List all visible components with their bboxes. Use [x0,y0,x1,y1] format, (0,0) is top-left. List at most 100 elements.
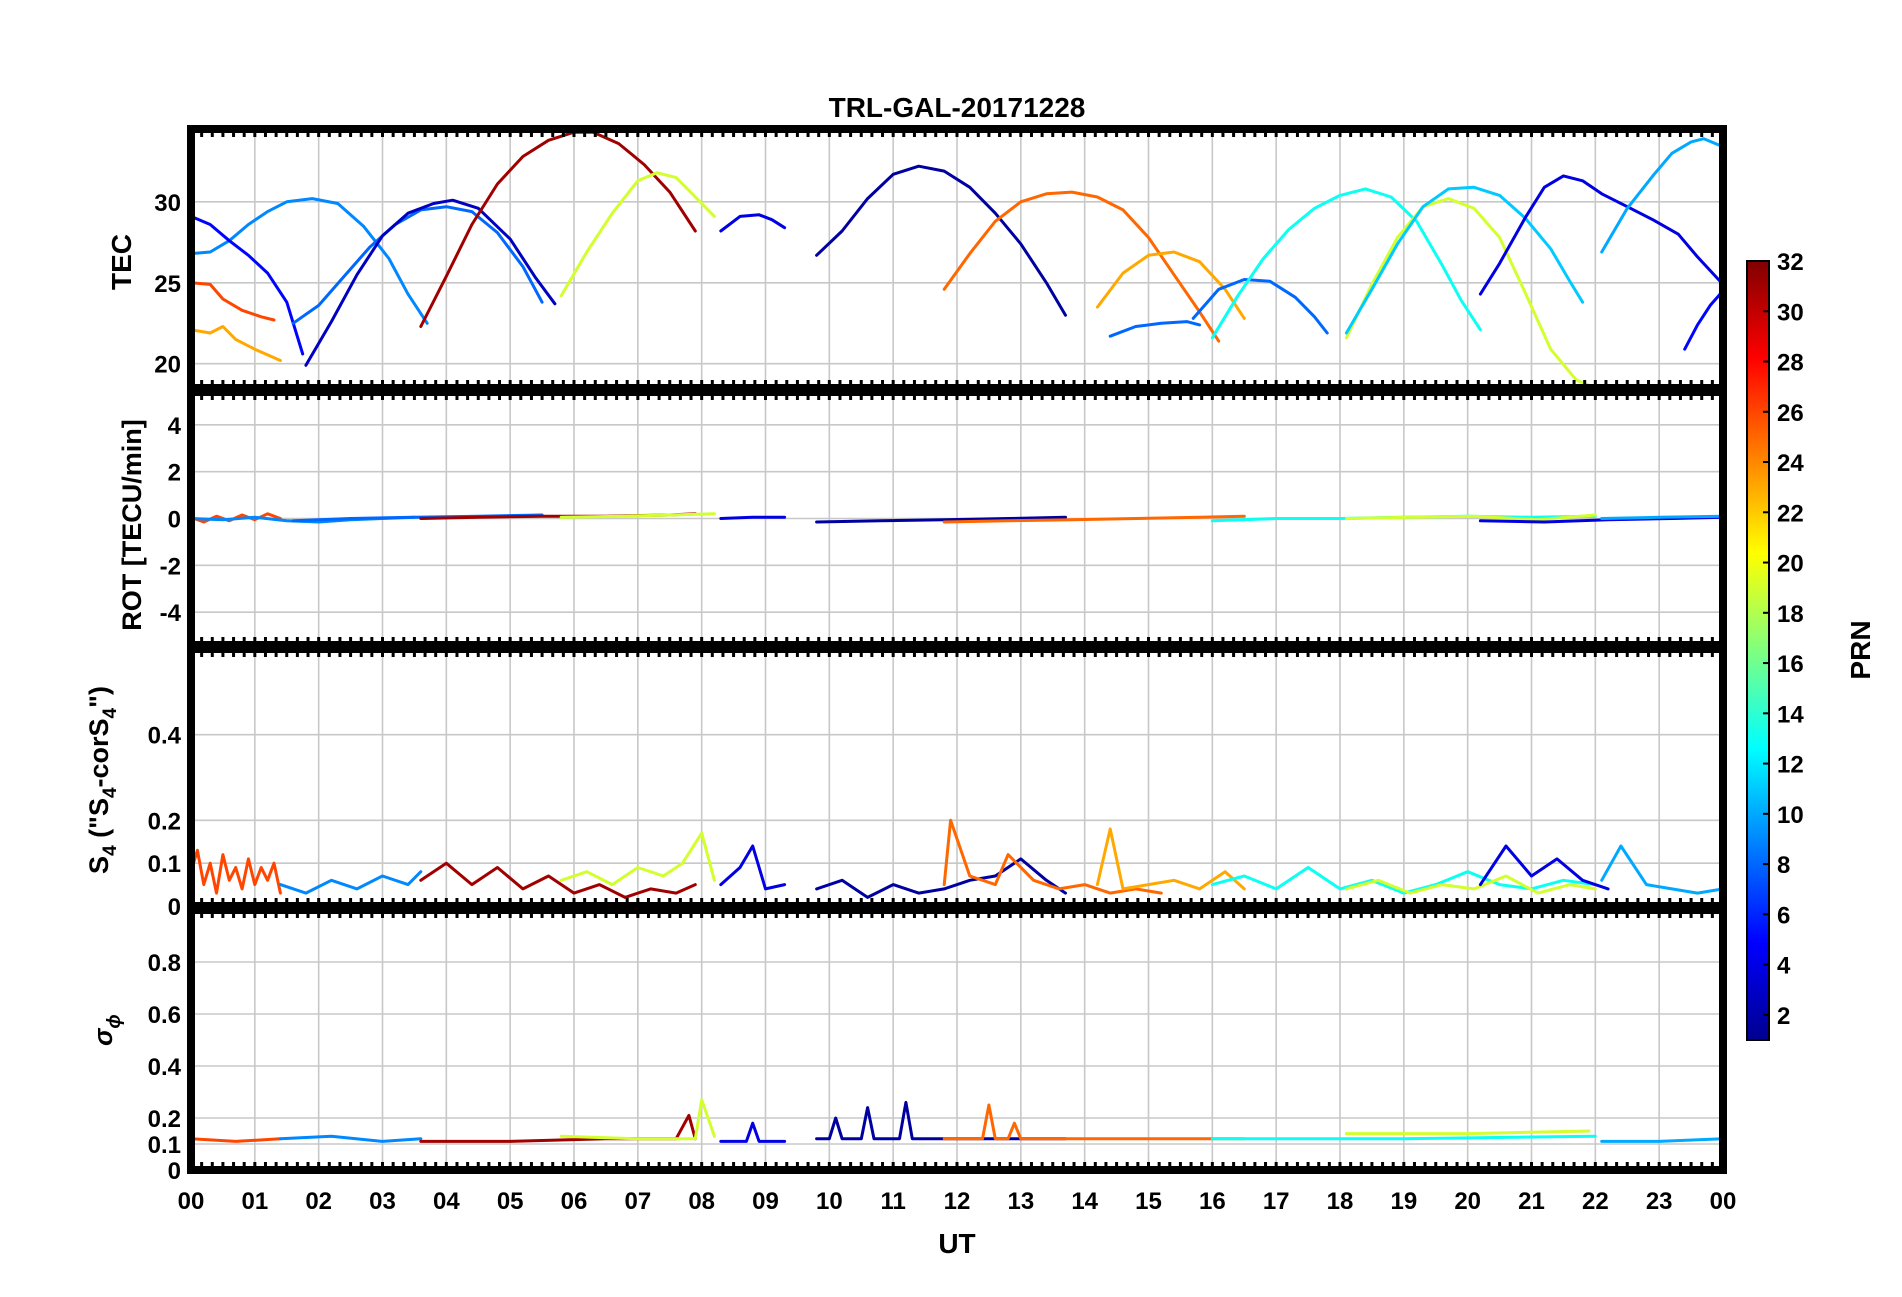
x-tick-label: 07 [624,1188,651,1215]
series-line-prn-10 [1602,1139,1723,1142]
tick-layer: 202530420-2-40.40.20.100.80.60.40.20.100… [148,129,1737,1215]
y-tick-label: 0.4 [148,1054,182,1081]
colorbar-tick-label: 14 [1777,701,1804,728]
series-line-prn-26 [191,850,280,893]
series-line-prn-9 [280,872,420,893]
x-tick-label: 03 [369,1188,396,1215]
y-tick-label: 30 [154,190,181,217]
y-tick-label: 0.1 [148,851,181,878]
y-tick-label: 0 [168,1158,181,1185]
series-line-prn-11 [1346,187,1582,333]
series-line-prn-25 [944,820,1161,893]
series-line-prn-25 [944,192,1218,341]
colorbar-tick-label: 24 [1777,450,1804,477]
colorbar-tick-label: 20 [1777,551,1804,578]
series-line-prn-31 [421,863,696,897]
y-tick-label: 0.1 [148,1132,181,1159]
x-tick-label: 18 [1327,1188,1354,1215]
series-line-prn-2 [817,166,1066,315]
y-tick-label: 4 [168,413,182,440]
s4-axis-label: S4 ("S4-corS4") [84,686,121,874]
x-tick-label: 06 [561,1188,588,1215]
series-line-prn-26 [191,1139,280,1142]
x-tick-label: 17 [1263,1188,1290,1215]
x-tick-label: 01 [241,1188,268,1215]
x-tick-label: 12 [944,1188,971,1215]
colorbar-tick-label: 6 [1777,902,1790,929]
series-line-prn-8 [1110,322,1199,337]
colorbar-tick-label: 16 [1777,651,1804,678]
series-line-prn-2 [817,859,1066,898]
x-tick-label: 00 [1710,1188,1737,1215]
x-tick-label: 14 [1071,1188,1098,1215]
y-tick-label: 25 [154,271,181,298]
x-tick-label: 04 [433,1188,460,1215]
colorbar-tick-label: 10 [1777,802,1804,829]
series-line-prn-31 [421,132,696,326]
x-tick-label: 08 [688,1188,715,1215]
colorbar-tick-label: 8 [1777,852,1790,879]
series-line-prn-4 [721,215,785,231]
x-tick-label: 10 [816,1188,843,1215]
y-tick-label: -4 [160,600,182,627]
y-tick-label: 0.2 [148,1106,181,1133]
y-tick-label: 2 [168,460,181,487]
x-tick-label: 00 [178,1188,205,1215]
rot-axis-label: ROT [TECU/min] [117,419,147,630]
colorbar-label: PRN [1845,620,1876,679]
x-tick-label: 05 [497,1188,524,1215]
colorbar-tick-label: 12 [1777,752,1804,779]
x-tick-label: 16 [1199,1188,1226,1215]
y-tick-label: 0.6 [148,1002,181,1029]
y-tick-label: 0 [168,507,181,534]
y-tick-label: 0 [168,894,181,921]
x-tick-label: 21 [1518,1188,1545,1215]
series-line-prn-4 [721,846,785,889]
series-line-prn-9 [280,1136,420,1141]
y-tick-label: 20 [154,352,181,379]
x-tick-label: 15 [1135,1188,1162,1215]
x-tick-label: 11 [880,1188,905,1215]
x-axis-label: UT [938,1228,975,1259]
sigma-phi-axis-label: σϕ [88,1014,125,1046]
series-line-prn-4 [721,517,785,518]
series-line-prn-2 [817,1102,1066,1138]
series-line-prn-4 [1480,846,1608,889]
colorbar-tick-label: 30 [1777,299,1804,326]
series-line-prn-5 [1685,291,1723,349]
y-tick-label: 0.4 [148,723,182,750]
series-line-prn-10 [1602,846,1723,893]
y-tick-label: -2 [160,553,181,580]
chart-title: TRL-GAL-20171228 [829,92,1086,123]
series-line-prn-4 [721,1123,785,1141]
series-line-prn-8 [293,207,542,324]
x-tick-label: 02 [305,1188,332,1215]
colorbar-tick-label: 28 [1777,350,1804,377]
series-line-prn-10 [1602,139,1723,252]
y-tick-label: 0.8 [148,950,181,977]
y-tick-label: 0.2 [148,808,181,835]
chart-svg: TRL-GAL-20171228 202530420-2-40.40.20.10… [0,0,1902,1292]
x-tick-label: 20 [1454,1188,1481,1215]
series-line-prn-8 [1193,280,1327,334]
x-tick-label: 13 [1007,1188,1034,1215]
colorbar-tick-label: 22 [1777,500,1804,527]
series-line-prn-25 [944,1105,1244,1139]
colorbar-tick-label: 32 [1777,249,1804,276]
x-tick-label: 22 [1582,1188,1609,1215]
series-line-prn-13 [1212,189,1480,338]
series-line-prn-9 [191,199,427,324]
colorbar-tick-label: 2 [1777,1003,1790,1030]
figure: TRL-GAL-20171228 20 25 30 4 2 0 -2 -4 0.4 0.2 0.1 0… [0,0,1902,1292]
tec-axis-label: TEC [106,234,137,290]
colorbar-gradient [1747,261,1769,1040]
series-line-prn-19 [1346,199,1595,388]
x-tick-label: 19 [1390,1188,1417,1215]
series-line-prn-23 [191,327,280,361]
colorbar-tick-label: 4 [1777,953,1791,980]
series-line-prn-23 [1097,252,1244,318]
series-line-prn-23 [1097,829,1244,889]
series-line-prn-26 [191,283,274,320]
x-tick-label: 23 [1646,1188,1673,1215]
